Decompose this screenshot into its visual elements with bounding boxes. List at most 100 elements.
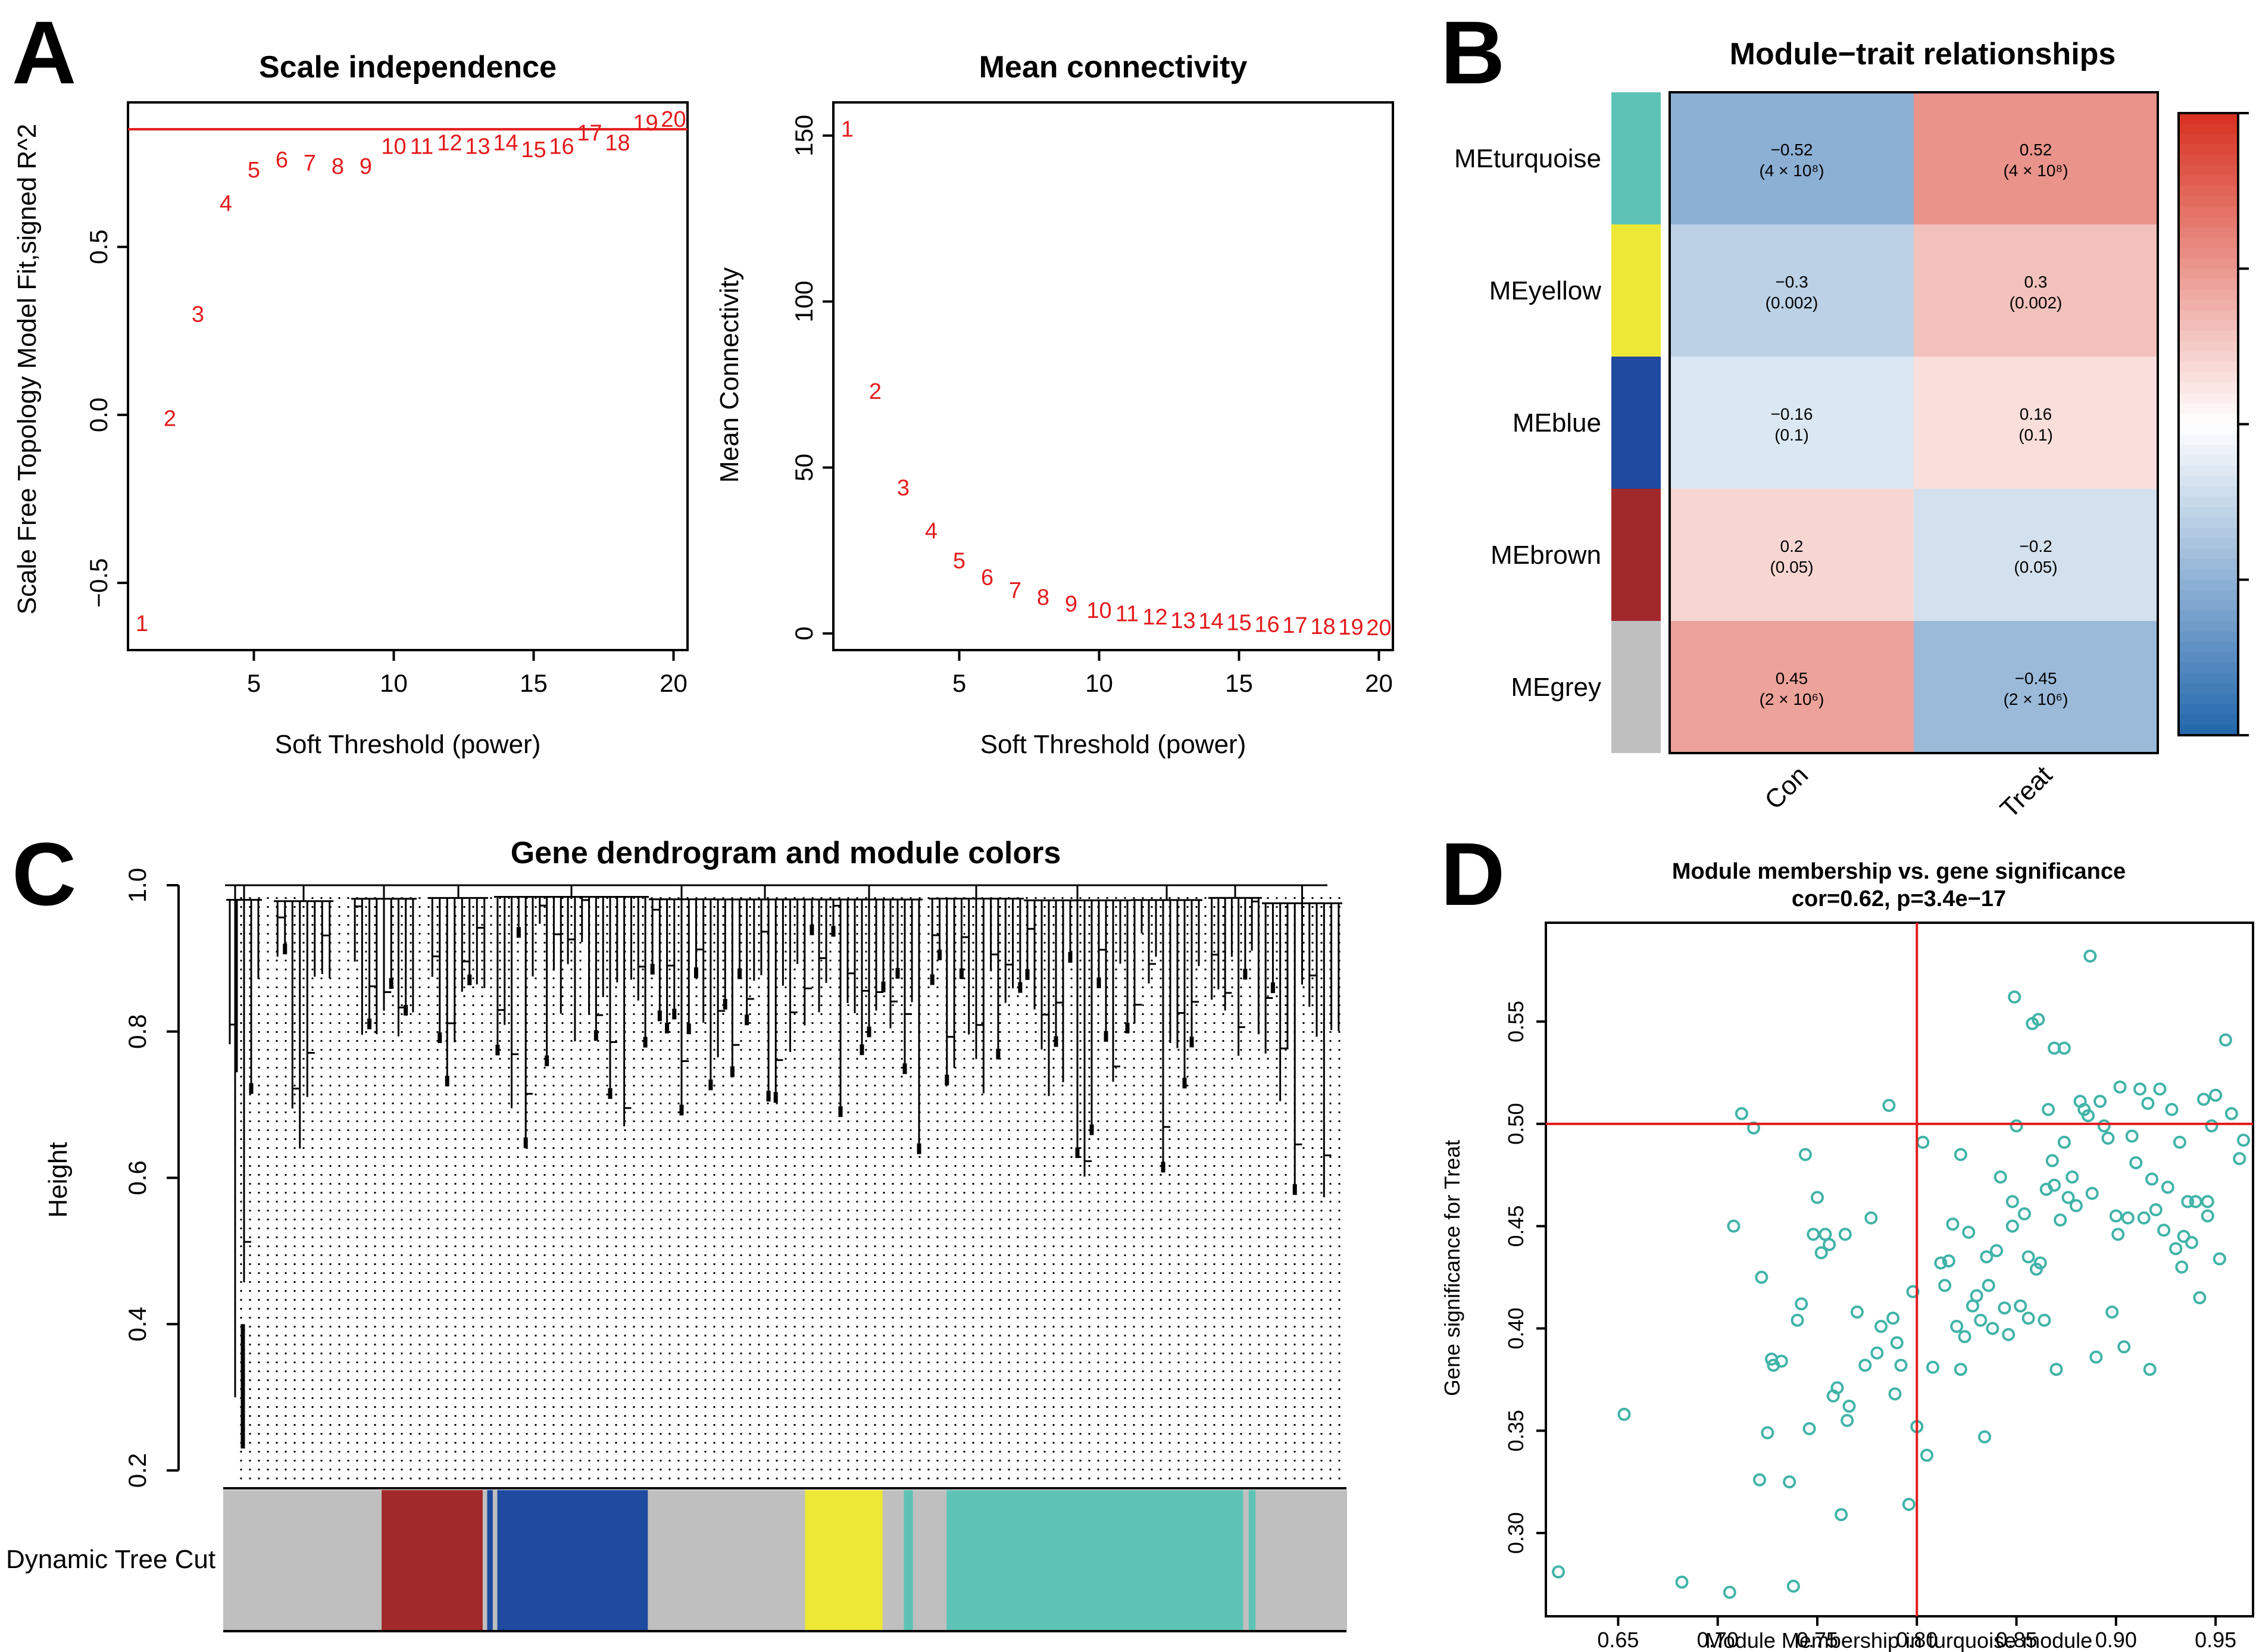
module-color-segment [1248,1490,1257,1630]
gene-point [1842,1400,1856,1413]
dendrogram-title: Gene dendrogram and module colors [511,836,1061,870]
gene-point [2236,1133,2250,1147]
gene-point [2061,1191,2075,1204]
colorbar-segment [2179,268,2238,280]
mm-vs-gs-xlabel: Module Membership in turquoise module [1705,1628,2092,1652]
gene-point [1795,1297,1808,1311]
x-tick-label: 0.80 [1896,1628,1938,1652]
colorbar-segment [2179,299,2238,311]
panel-letter-d: D [1441,824,1505,924]
power-label: 6 [981,565,993,590]
colorbar-segment [2179,320,2238,332]
colorbar-segment [2179,517,2238,529]
gene-point [2048,1041,2061,1055]
colorbar-tick-label: 1 [2252,106,2256,120]
gene-point [2233,1152,2246,1166]
colorbar-segment [2179,652,2238,664]
mm-vs-gs-subtitle: cor=0.62, p=3.4e−17 [1792,886,2006,911]
gene-point [2021,1311,2035,1325]
power-label: 10 [381,134,406,159]
x-tick-label: 5 [247,669,261,697]
gene-point [1858,1359,1872,1372]
gene-point [1755,1270,1768,1284]
cell-correlation: −0.3 [1775,273,1808,291]
gene-point [2005,1195,2019,1208]
gene-point [2197,1092,2211,1106]
power-label: 7 [1009,579,1021,604]
panel-letter-c: C [12,824,76,924]
mm-vs-gs-plot: Module membership vs. gene significance … [1440,859,2254,1652]
module-color-segment [382,1490,483,1630]
colorbar-segment [2179,714,2238,726]
cell-pvalue: (0.1) [1774,426,1809,444]
module-color-swatch [1611,489,1661,621]
y-tick-label: 0.40 [1504,1307,1528,1349]
gene-point [1990,1244,2004,1257]
gene-point [2097,1119,2111,1133]
cell-pvalue: (4 × 10⁸) [1759,161,1824,180]
module-color-segment [904,1490,914,1630]
power-label: 1 [841,117,854,142]
colorbar-segment [2179,279,2238,291]
gene-point [2173,1135,2186,1149]
gene-point [2054,1213,2067,1227]
gene-point [1823,1238,1836,1251]
heatmap-cell [1670,92,1914,224]
power-label: 20 [1366,616,1391,641]
colorbar-segment [2179,663,2238,674]
colorbar-segment [2179,496,2238,508]
colorbar-segment [2179,621,2238,632]
power-label: 6 [276,148,288,173]
gene-point [2153,1082,2167,1096]
gene-point [2002,1328,2016,1341]
gene-point [2042,1103,2055,1116]
gene-point [1746,1121,1760,1135]
gene-point [2033,1256,2047,1270]
gene-point [1617,1407,1631,1421]
gene-point [2069,1199,2083,1213]
heatmap-cell [1670,224,1914,357]
y-tick-label: 0.55 [1504,1001,1528,1042]
gene-point [2081,1109,2095,1123]
power-label: 3 [897,476,910,501]
gene-point [2165,1103,2179,1116]
panel-letter-a: A [12,2,76,102]
colorbar-segment [2179,424,2238,435]
gene-dendrogram-plot: Gene dendrogram and module colors Height… [6,836,1347,1632]
power-label: 11 [410,134,433,159]
power-label: 16 [549,134,574,159]
cell-correlation: −0.16 [1771,405,1813,423]
x-tick-label: 10 [380,669,408,697]
gene-point [1727,1219,1741,1233]
gene-point [2161,1181,2174,1194]
y-tick-label: 1.0 [123,868,151,902]
scale-independence-yticks: −0.5 0.0 0.5 [85,230,128,608]
gene-point [1810,1191,1824,1204]
gene-point [2181,1195,2195,1208]
module-color-segment [492,1490,498,1630]
gene-point [2089,1350,2103,1364]
mm-vs-gs-title: Module membership vs. gene significance [1672,859,2126,884]
colorbar-segment [2179,206,2238,218]
power-label: 7 [304,151,316,176]
y-tick-label: 0.30 [1504,1512,1528,1554]
heatmap-cell [1670,621,1914,753]
dendrogram-yticks: 0.2 0.4 0.6 0.8 1.0 [123,868,179,1488]
gene-point [1675,1575,1689,1589]
gene-point [2014,1299,2027,1313]
y-tick-label: 0 [790,626,818,640]
gene-point [1886,1311,1900,1325]
gene-point [1998,1301,2011,1315]
module-row-label: MEturquoise [1454,144,1601,173]
gene-point [1870,1346,1884,1360]
mean-connectivity-ylabel: Mean Connectivity [715,267,744,483]
x-tick-label: 0.65 [1597,1628,1639,1652]
colorbar-segment [2179,310,2238,321]
gene-point [2175,1260,2189,1274]
x-tick-label: 20 [1365,669,1393,697]
gene-point [2121,1211,2135,1225]
colorbar-segment [2179,227,2238,238]
y-tick-label: 0.5 [85,230,113,264]
gene-point [1888,1387,1902,1401]
